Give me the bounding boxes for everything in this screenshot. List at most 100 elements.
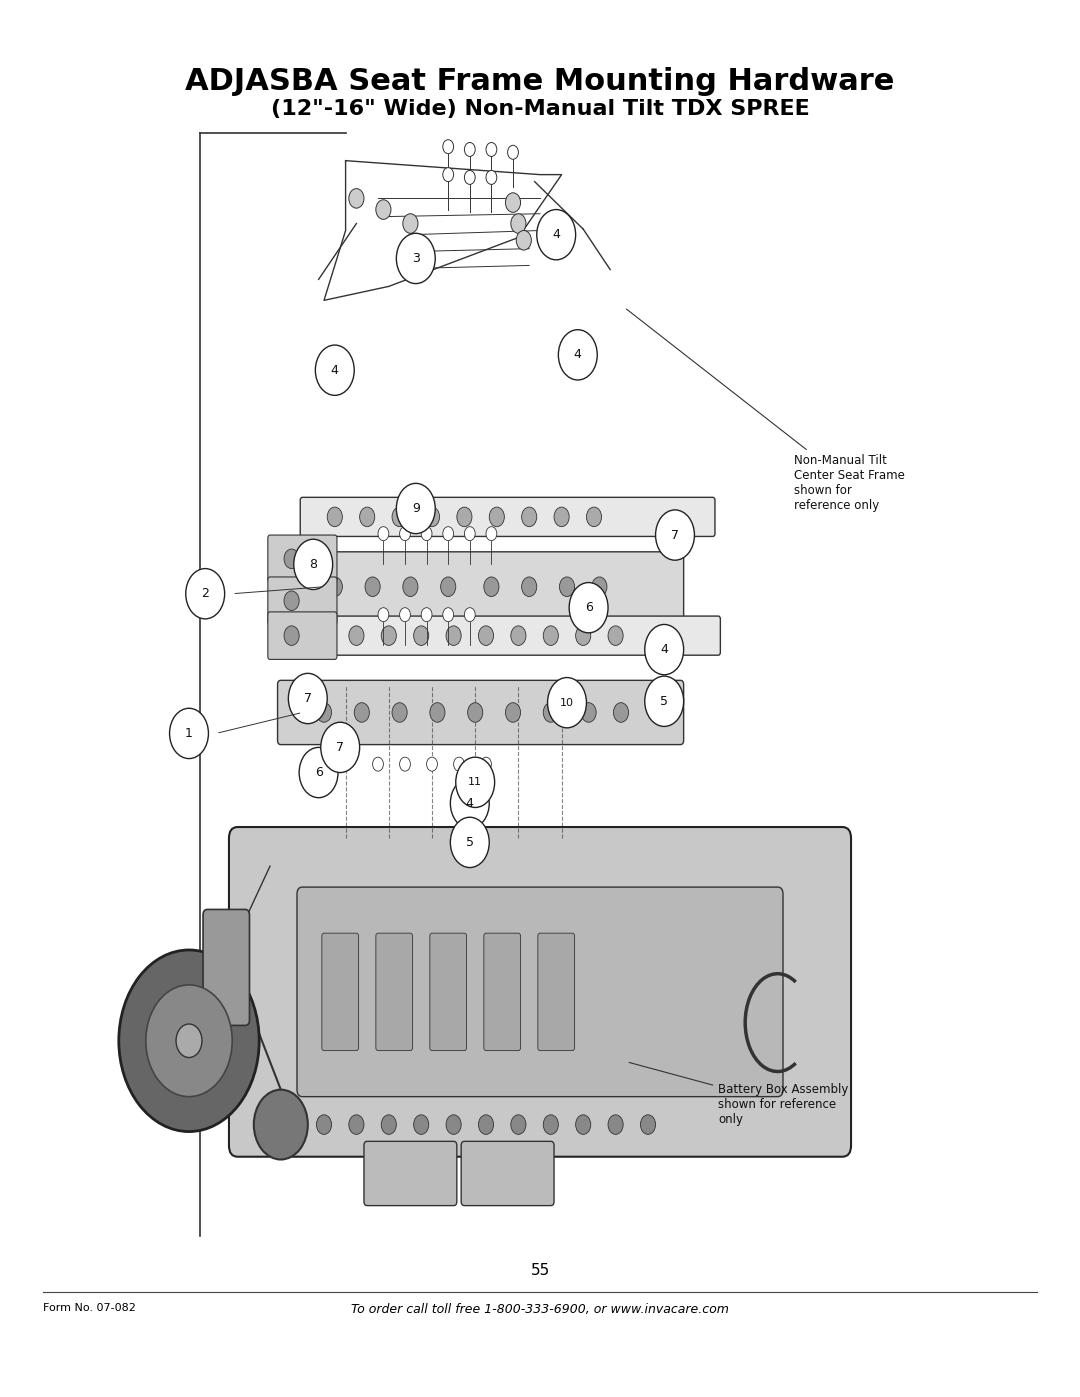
Circle shape: [522, 577, 537, 597]
Text: 10: 10: [561, 697, 573, 708]
Text: 6: 6: [314, 766, 323, 780]
Text: Battery Box Assembly
shown for reference
only: Battery Box Assembly shown for reference…: [629, 1063, 849, 1126]
Circle shape: [516, 231, 531, 250]
Circle shape: [478, 1115, 494, 1134]
Circle shape: [403, 214, 418, 233]
Circle shape: [443, 168, 454, 182]
Circle shape: [450, 817, 489, 868]
Circle shape: [569, 583, 608, 633]
Circle shape: [119, 950, 259, 1132]
Circle shape: [315, 345, 354, 395]
Circle shape: [640, 1115, 656, 1134]
Text: 4: 4: [465, 796, 474, 810]
Circle shape: [450, 778, 489, 828]
Circle shape: [468, 703, 483, 722]
Circle shape: [170, 708, 208, 759]
FancyBboxPatch shape: [268, 535, 337, 583]
Circle shape: [457, 507, 472, 527]
Circle shape: [443, 140, 454, 154]
Text: Non-Manual Tilt
Center Seat Frame
shown for
reference only: Non-Manual Tilt Center Seat Frame shown …: [626, 309, 905, 513]
Circle shape: [464, 527, 475, 541]
Text: 4: 4: [573, 348, 582, 362]
Circle shape: [146, 985, 232, 1097]
Circle shape: [508, 145, 518, 159]
Circle shape: [543, 1115, 558, 1134]
Text: Form No. 07-082: Form No. 07-082: [43, 1303, 136, 1313]
Circle shape: [349, 189, 364, 208]
Text: 7: 7: [671, 528, 679, 542]
FancyBboxPatch shape: [484, 933, 521, 1051]
Circle shape: [396, 233, 435, 284]
Text: 6: 6: [584, 601, 593, 615]
Text: 8: 8: [309, 557, 318, 571]
Circle shape: [427, 757, 437, 771]
Circle shape: [414, 1115, 429, 1134]
FancyBboxPatch shape: [430, 933, 467, 1051]
Circle shape: [284, 626, 299, 645]
Circle shape: [543, 626, 558, 645]
Circle shape: [365, 577, 380, 597]
FancyBboxPatch shape: [364, 1141, 457, 1206]
Circle shape: [559, 577, 575, 597]
FancyBboxPatch shape: [300, 497, 715, 536]
FancyBboxPatch shape: [268, 612, 337, 659]
Circle shape: [376, 200, 391, 219]
Circle shape: [464, 142, 475, 156]
FancyBboxPatch shape: [268, 577, 337, 624]
Circle shape: [294, 539, 333, 590]
Circle shape: [299, 747, 338, 798]
FancyBboxPatch shape: [229, 827, 851, 1157]
Circle shape: [378, 527, 389, 541]
Circle shape: [576, 626, 591, 645]
Text: 7: 7: [336, 740, 345, 754]
Circle shape: [254, 1090, 308, 1160]
Circle shape: [378, 608, 389, 622]
Text: 55: 55: [530, 1263, 550, 1278]
Circle shape: [446, 626, 461, 645]
FancyBboxPatch shape: [297, 887, 783, 1097]
Circle shape: [489, 507, 504, 527]
Circle shape: [349, 626, 364, 645]
Circle shape: [446, 1115, 461, 1134]
Text: 11: 11: [469, 777, 482, 788]
Circle shape: [511, 626, 526, 645]
Circle shape: [608, 1115, 623, 1134]
Circle shape: [554, 507, 569, 527]
Circle shape: [576, 1115, 591, 1134]
Circle shape: [464, 608, 475, 622]
Circle shape: [505, 703, 521, 722]
Circle shape: [511, 1115, 526, 1134]
Circle shape: [327, 577, 342, 597]
FancyBboxPatch shape: [278, 680, 684, 745]
Circle shape: [543, 703, 558, 722]
Circle shape: [349, 1115, 364, 1134]
Circle shape: [321, 722, 360, 773]
Circle shape: [592, 577, 607, 597]
Circle shape: [421, 527, 432, 541]
Circle shape: [316, 703, 332, 722]
Circle shape: [284, 549, 299, 569]
Text: 9: 9: [411, 502, 420, 515]
Text: 5: 5: [660, 694, 669, 708]
Circle shape: [586, 507, 602, 527]
Circle shape: [424, 507, 440, 527]
Circle shape: [400, 608, 410, 622]
Circle shape: [558, 330, 597, 380]
Circle shape: [360, 507, 375, 527]
Circle shape: [484, 577, 499, 597]
Circle shape: [656, 510, 694, 560]
Text: 4: 4: [660, 643, 669, 657]
Circle shape: [581, 703, 596, 722]
Circle shape: [430, 703, 445, 722]
FancyBboxPatch shape: [376, 933, 413, 1051]
FancyBboxPatch shape: [284, 616, 720, 655]
Circle shape: [454, 757, 464, 771]
Circle shape: [396, 483, 435, 534]
Circle shape: [400, 757, 410, 771]
Circle shape: [316, 1115, 332, 1134]
Circle shape: [400, 527, 410, 541]
Circle shape: [284, 1115, 299, 1134]
Text: 4: 4: [552, 228, 561, 242]
FancyBboxPatch shape: [299, 552, 684, 622]
Circle shape: [486, 170, 497, 184]
